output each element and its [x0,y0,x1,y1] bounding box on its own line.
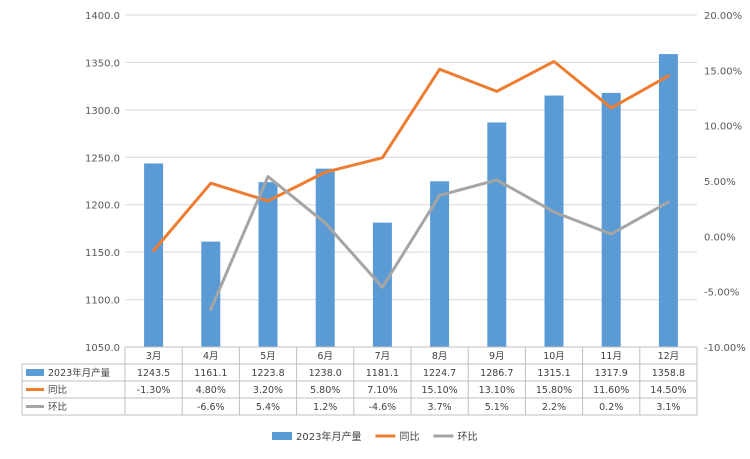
left-tick-label: 1100.0 [85,296,120,307]
left-tick-label: 1300.0 [85,106,120,117]
data-label: -4.6% [369,402,397,413]
right-tick-label: -5.00% [704,288,739,299]
left-tick-label: 1200.0 [85,201,120,212]
bar [430,181,450,347]
data-label: 4.80% [196,385,226,396]
data-label: 1223.8 [251,368,284,379]
table-series-name: 同比 [48,384,67,396]
data-label: 1358.8 [652,368,685,379]
bar [144,163,164,347]
right-tick-label: 5.00% [704,177,736,188]
data-label: 1317.9 [595,368,628,379]
bar [201,241,221,347]
data-label: 5.80% [310,385,340,396]
x-tick-label: 4月 [203,351,219,362]
data-table: 3月 4月 5月 6月 7月 8月 9月 10月 11月 12月 2023年月产量 1243.5 116… [21,346,698,416]
series-line [209,175,670,311]
table-key-swatch [26,369,44,376]
right-tick-label: 20.00% [704,11,742,22]
x-tick-label: 11月 [600,351,622,362]
data-label: 1286.7 [480,368,513,379]
series-line [152,59,670,253]
right-tick-label: 0.00% [704,232,736,243]
data-label: 3.1% [656,402,680,413]
data-label: 1224.7 [423,368,456,379]
x-tick-label: 12月 [658,351,680,362]
left-tick-label: 1400.0 [85,11,120,22]
left-tick-label: 1250.0 [85,153,120,164]
data-label: 15.80% [536,385,572,396]
data-label: 1.2% [313,402,337,413]
bar [544,95,564,347]
data-label: 0.2% [599,402,623,413]
left-tick-label: 1350.0 [85,58,120,69]
data-label: -1.30% [137,385,171,396]
x-tick-label: 8月 [432,351,448,362]
table-series-name: 环比 [48,401,67,413]
bar [601,92,621,347]
legend-label: 同比 [399,431,419,443]
bar [487,122,507,347]
right-axis: -10.00% -5.00% 0.00% 5.00% 10.00% 15.00% 20.00… [704,11,746,354]
left-tick-label: 1150.0 [85,248,120,259]
data-label: 1243.5 [137,368,170,379]
data-label: 1181.1 [366,368,399,379]
data-label: 14.50% [650,385,686,396]
data-label: 2.2% [542,402,566,413]
legend-swatch [272,432,292,440]
left-tick-label: 1050.0 [85,343,120,354]
data-label: 1161.1 [194,368,227,379]
x-tick-label: 6月 [317,351,333,362]
data-label: 5.4% [256,402,280,413]
x-tick-label: 9月 [489,351,505,362]
data-label: 13.10% [479,385,515,396]
data-label: 7.10% [367,385,397,396]
bar [258,182,278,347]
x-tick-label: 3月 [146,351,162,362]
right-tick-label: 15.00% [704,66,742,77]
x-tick-label: 5月 [260,351,276,362]
bar [315,168,335,347]
data-label: 11.60% [593,385,629,396]
left-axis: 1050.0 1100.0 1150.0 1200.0 1250.0 1300.0 1350… [85,11,120,354]
legend: 2023年月产量 同比 环比 [272,430,477,443]
data-label: -6.6% [197,402,225,413]
data-label: 15.10% [421,385,457,396]
x-tick-label: 10月 [543,351,565,362]
x-tick-label: 7月 [375,351,391,362]
line-series [152,59,670,311]
right-tick-label: 10.00% [704,122,742,133]
data-label: 1238.0 [309,368,342,379]
table-series-name: 2023年月产量 [48,367,111,379]
legend-label: 2023年月产量 [296,430,361,443]
data-label: 1315.1 [537,368,570,379]
data-label: 3.7% [428,402,452,413]
data-label: 3.20% [253,385,283,396]
data-label: 5.1% [485,402,509,413]
legend-label: 环比 [457,431,477,443]
right-tick-label: -10.00% [704,343,746,354]
